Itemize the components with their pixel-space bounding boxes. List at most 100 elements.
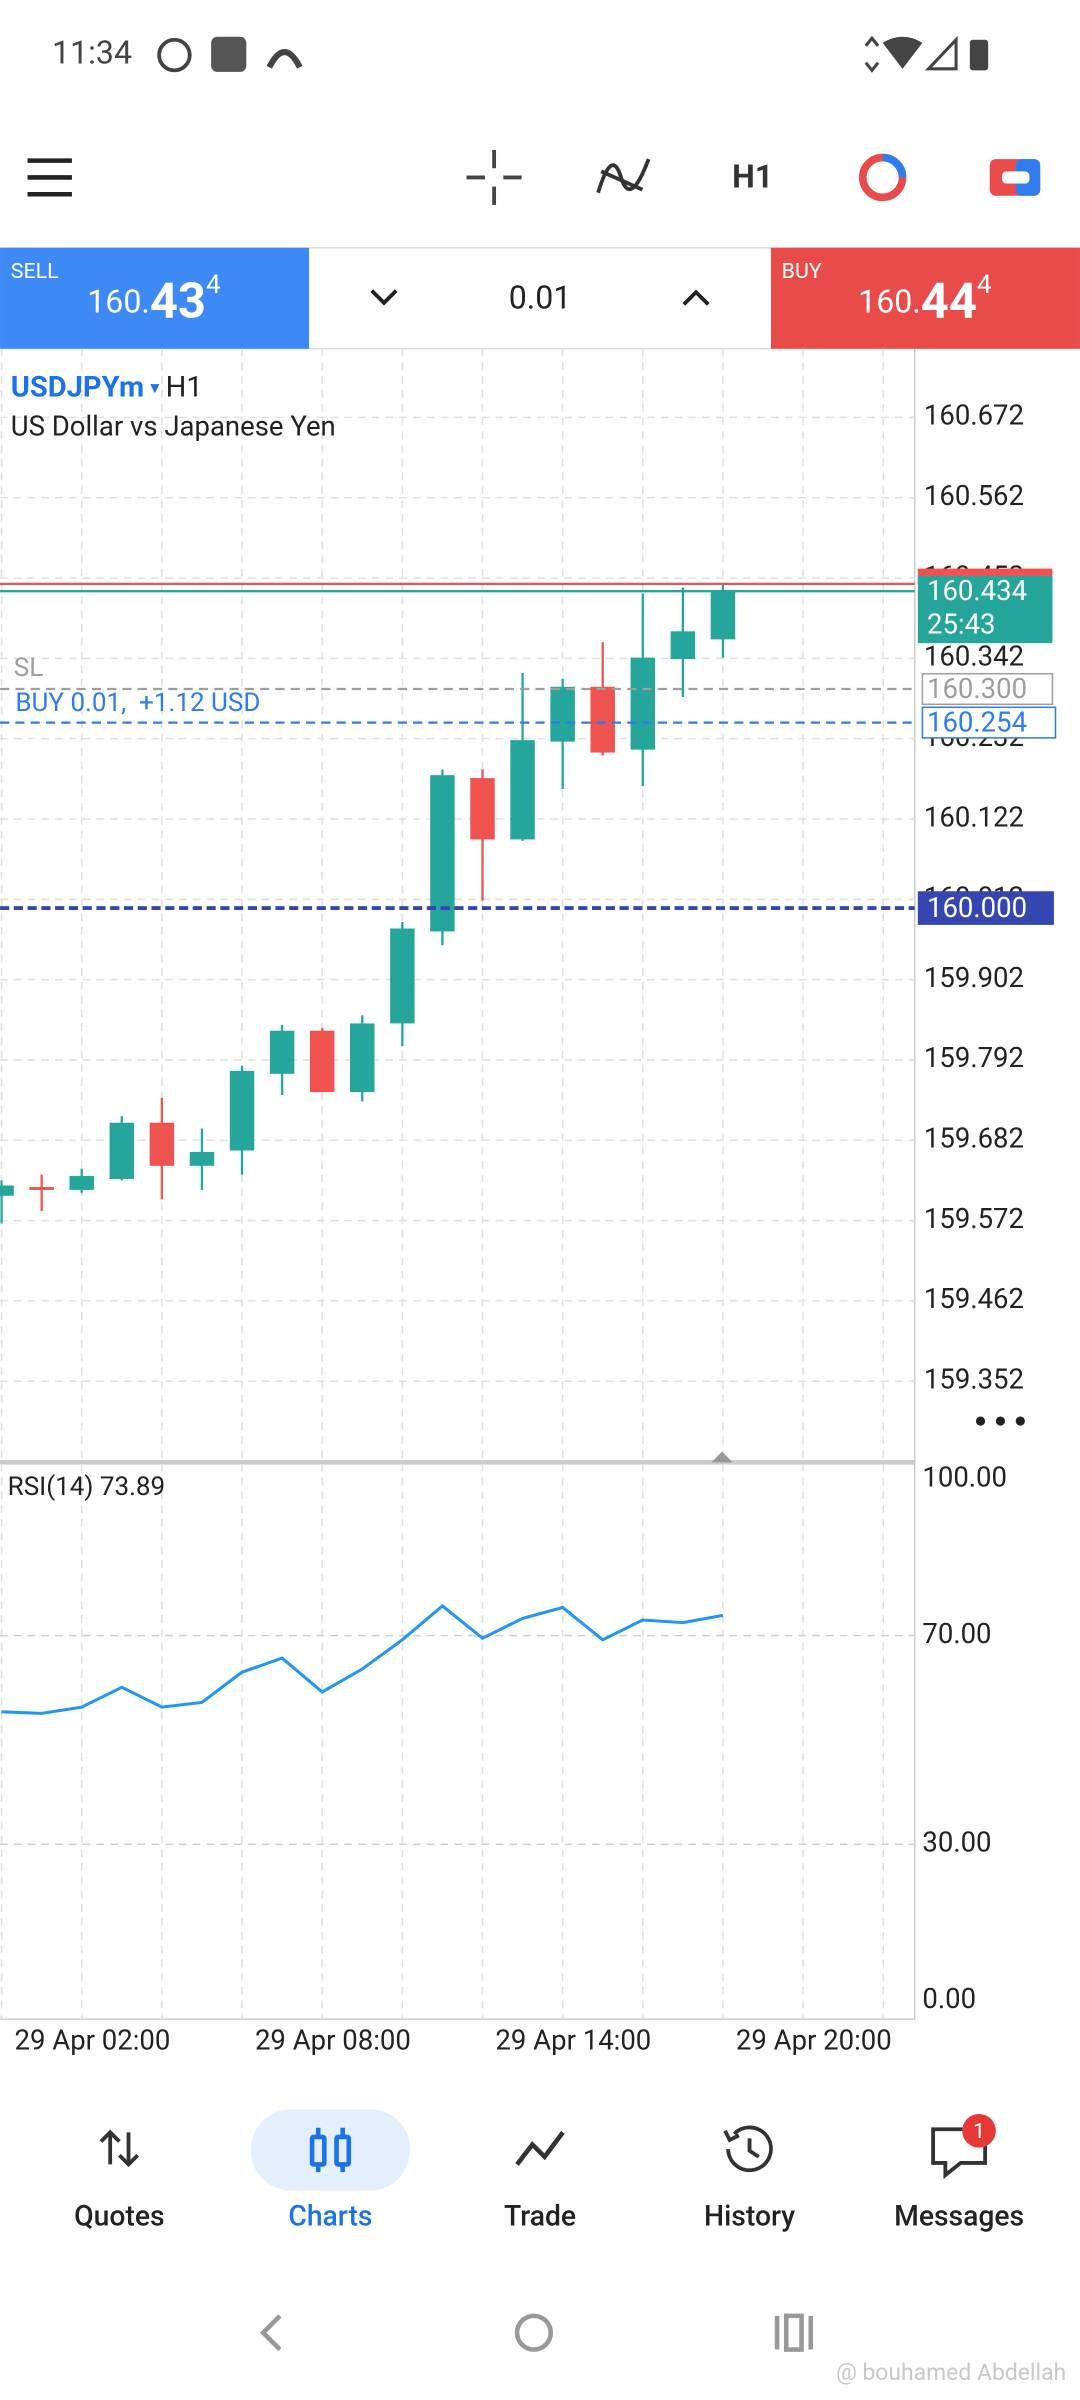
chart-header: USDJPYm ▾ H1 [11, 370, 203, 404]
whatsapp-icon [157, 37, 192, 73]
system-recents[interactable] [774, 2313, 814, 2352]
chart-timeframe: H1 [166, 370, 203, 404]
system-home[interactable] [514, 2313, 554, 2352]
candle-body [510, 740, 535, 840]
nav-tab[interactable]: Quotes [74, 2199, 164, 2232]
candle-body [430, 775, 455, 932]
candle-body [350, 1023, 375, 1093]
candle-body [69, 1176, 94, 1190]
x-tick-label: 29 Apr 14:00 [495, 2023, 651, 2056]
y-tick-label: 160.342 [924, 640, 1024, 673]
nav-tab[interactable]: Charts [288, 2199, 372, 2232]
dot [1015, 1416, 1025, 1426]
quotes-icon [99, 2129, 140, 2168]
app-icon [266, 49, 303, 69]
rsi-title: RSI(14) 73.89 [8, 1472, 165, 1502]
buy-price-pip: 4 [977, 270, 992, 300]
nav-tab[interactable]: Messages [894, 2199, 1024, 2232]
sell-price-main: 43 [150, 272, 206, 329]
lot-increase[interactable] [682, 289, 710, 306]
buy-price: 160.444 [858, 270, 992, 329]
x-tick-label: 29 Apr 20:00 [736, 2023, 892, 2056]
position-price-label: 160.254 [927, 705, 1027, 738]
y-tick-label: 160.122 [924, 800, 1024, 833]
position-price-box [921, 706, 1057, 739]
messages-badge-count: 1 [973, 2119, 985, 2144]
nav-labels: Quotes Charts Trade History Messages [74, 2199, 1024, 2232]
labels: 160.672160.562160.452160.342160.232160.1… [14, 399, 1057, 2056]
candle-body [590, 686, 615, 753]
sell-price: 160.434 [87, 270, 221, 329]
sl-text: SL [14, 653, 43, 683]
nav-tab[interactable]: History [704, 2199, 795, 2232]
sl-price-box [921, 672, 1054, 706]
rsi-tick-label: 100.00 [922, 1460, 1007, 1493]
status-time: 11:34 [52, 34, 132, 72]
candle-body [550, 686, 575, 742]
candle-body [109, 1122, 135, 1179]
active-tab-highlight [250, 2109, 410, 2191]
buy-label: BUY [782, 259, 822, 284]
messages-badge [962, 2113, 996, 2148]
charts-icon [309, 2127, 352, 2173]
candle-body [149, 1122, 175, 1166]
x-tick-label: 29 Apr 08:00 [255, 2023, 411, 2056]
dot [975, 1416, 986, 1426]
toolbar: H1 [27, 149, 1041, 205]
symbol-description: US Dollar vs Japanese Yen [11, 410, 336, 443]
candle-body [269, 1030, 295, 1074]
indicators-button[interactable] [596, 158, 651, 194]
candle-body [710, 591, 736, 640]
data-icon [864, 35, 880, 73]
y-tick-label: 160.672 [924, 399, 1024, 432]
watermark: @ bouhamed Abdellah [836, 2359, 1066, 2386]
status-icons [157, 35, 989, 73]
lot-decrease[interactable] [370, 289, 398, 306]
candle-body [470, 778, 495, 840]
candle-body [189, 1151, 215, 1166]
crosshair-button[interactable] [466, 149, 522, 205]
candle-body [309, 1030, 335, 1093]
buy-price-prefix: 160. [858, 283, 921, 321]
x-tick-label: 29 Apr 02:00 [15, 2023, 171, 2056]
buy-price-main: 44 [921, 272, 977, 329]
symbol[interactable]: USDJPYm [11, 370, 144, 404]
wifi-icon [882, 36, 923, 69]
panel-resize-handle[interactable] [711, 1451, 733, 1463]
sell-price-prefix: 160. [87, 283, 150, 321]
more-button[interactable] [975, 1416, 1025, 1426]
position-text: BUY 0.01, +1.12 USD [15, 688, 260, 718]
system-back[interactable] [259, 2314, 282, 2352]
y-tick-label: 160.562 [924, 479, 1024, 512]
candle-body [390, 928, 415, 1024]
signal-icon [924, 35, 958, 71]
y-tick-label: 159.462 [924, 1282, 1024, 1315]
bid-price-box [917, 575, 1053, 644]
symbol-dropdown: ▾ [150, 377, 160, 398]
alert-price-label: 160.000 [927, 891, 1027, 924]
lot-value[interactable]: 0.01 [509, 278, 572, 316]
y-tick-label: 159.902 [924, 961, 1024, 994]
y-tick-label: 159.572 [924, 1202, 1024, 1235]
trade-icon [515, 2130, 565, 2166]
nav-tab[interactable]: Trade [504, 2199, 576, 2232]
sell-button[interactable] [0, 247, 310, 349]
history-icon [723, 2125, 773, 2173]
objects-button-part [882, 153, 907, 178]
candle-body [29, 1186, 54, 1190]
y-tick-label: 159.352 [924, 1362, 1024, 1395]
sell-price-pip: 4 [206, 270, 221, 300]
timeframe-button[interactable]: H1 [732, 157, 773, 195]
candle-body [670, 631, 696, 660]
candle-body [630, 657, 656, 750]
y-tick-label: 159.682 [924, 1122, 1024, 1155]
battery-icon [969, 39, 989, 71]
menu-button[interactable] [27, 158, 72, 197]
buy-button[interactable] [770, 247, 1080, 349]
nav-icons: 1 [99, 2113, 996, 2180]
rsi-tick-label: 70.00 [922, 1617, 991, 1650]
candle-body [0, 1185, 14, 1196]
sell-label: SELL [11, 259, 59, 284]
